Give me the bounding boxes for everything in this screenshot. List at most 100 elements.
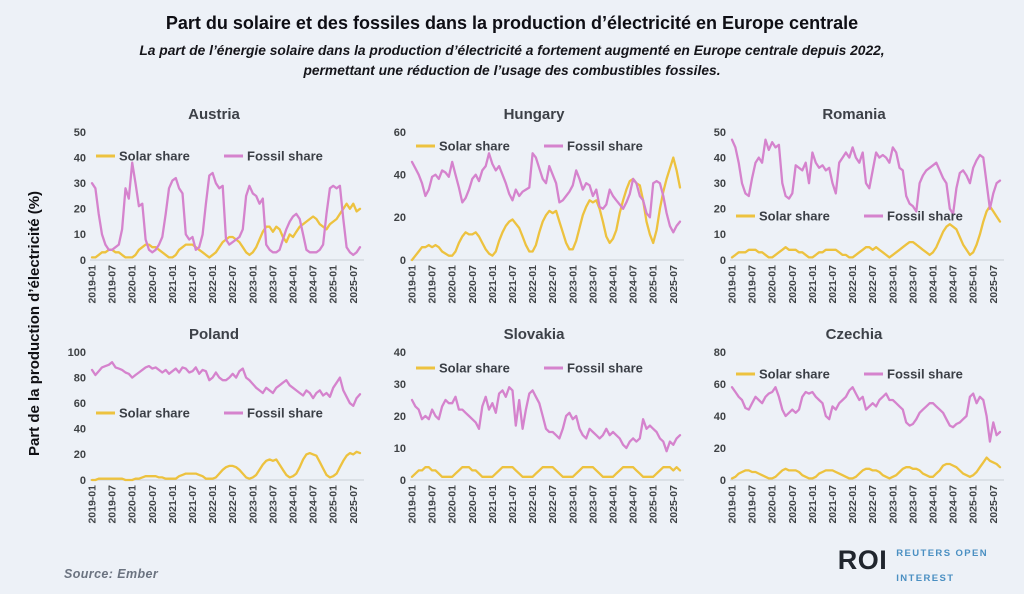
y-axis-ticks: 0 10 20 30 40 50	[714, 127, 726, 267]
x-axis-ticks: 2019-01 2019-07 2020-01 2020-07 2021-01 2021-…	[407, 485, 680, 524]
y-axis-ticks: 0 10 20 30 40 50	[74, 127, 86, 267]
svg-text:20: 20	[394, 411, 406, 423]
svg-text:2022-01: 2022-01	[527, 485, 539, 524]
svg-text:2025-07: 2025-07	[348, 485, 360, 524]
svg-text:10: 10	[74, 229, 86, 241]
svg-text:2022-01: 2022-01	[847, 485, 859, 524]
svg-text:2023-07: 2023-07	[587, 265, 599, 304]
x-axis-ticks: 2019-01 2019-07 2020-01 2020-07 2021-01 2021-…	[407, 265, 680, 304]
legend-label-fossil: Fossil share	[247, 406, 323, 421]
chart-title: Hungary	[503, 106, 565, 123]
series-fossil-line	[730, 138, 1002, 216]
series-fossil-line	[90, 161, 362, 257]
svg-text:2020-07: 2020-07	[787, 485, 799, 524]
svg-text:2022-01: 2022-01	[207, 265, 219, 304]
svg-text:2024-01: 2024-01	[288, 485, 300, 524]
svg-text:0: 0	[400, 475, 406, 487]
svg-text:40: 40	[74, 424, 86, 436]
x-axis-ticks: 2019-01 2019-07 2020-01 2020-07 2021-01 2021-…	[87, 485, 360, 524]
svg-text:20: 20	[74, 204, 86, 216]
svg-text:2020-07: 2020-07	[147, 265, 159, 304]
svg-text:2023-07: 2023-07	[907, 265, 919, 304]
svg-text:10: 10	[394, 443, 406, 455]
series-solar-line	[730, 456, 1002, 480]
roi-logo-text: REUTERS OPEN INTEREST	[896, 536, 988, 585]
chart-austria: Austria 0 10 20 30 40 50 2019-01 2019-07 2020-01…	[54, 106, 374, 322]
svg-text:0: 0	[80, 255, 86, 267]
svg-text:2020-07: 2020-07	[467, 485, 479, 524]
x-axis-ticks: 2019-01 2019-07 2020-01 2020-07 2021-01 2021-…	[727, 265, 1000, 304]
legend-label-fossil: Fossil share	[567, 361, 643, 376]
chart-slovakia: Slovakia 0 10 20 30 40 2019-01 2019-07 2020-01 2…	[374, 326, 694, 542]
svg-text:2019-07: 2019-07	[107, 485, 119, 524]
svg-text:2020-01: 2020-01	[447, 265, 459, 304]
svg-text:2023-07: 2023-07	[267, 485, 279, 524]
svg-text:2023-07: 2023-07	[587, 485, 599, 524]
svg-text:2024-07: 2024-07	[948, 485, 960, 524]
svg-text:20: 20	[714, 204, 726, 216]
series-fossil-line	[90, 361, 362, 407]
svg-text:2021-07: 2021-07	[827, 265, 839, 304]
legend-label-fossil: Fossil share	[567, 139, 643, 154]
chart-title: Austria	[188, 106, 240, 123]
x-axis-ticks: 2019-01 2019-07 2020-01 2020-07 2021-01 2021-…	[727, 485, 1000, 524]
svg-text:2020-01: 2020-01	[767, 485, 779, 524]
legend-label-solar: Solar share	[439, 361, 510, 376]
legend-label-fossil: Fossil share	[887, 209, 963, 224]
svg-text:40: 40	[714, 152, 726, 164]
svg-text:2020-01: 2020-01	[767, 265, 779, 304]
svg-text:40: 40	[394, 347, 406, 359]
svg-text:2025-01: 2025-01	[968, 485, 980, 524]
svg-text:2019-01: 2019-01	[87, 265, 99, 304]
svg-text:2025-07: 2025-07	[988, 265, 1000, 304]
legend-label-solar: Solar share	[759, 367, 830, 382]
page-subtitle-line2: permettant une réduction de l’usage des …	[303, 63, 721, 78]
svg-text:100: 100	[68, 347, 86, 359]
y-axis-ticks: 0 20 40 60 80 100	[68, 347, 86, 487]
svg-text:2023-01: 2023-01	[887, 265, 899, 304]
svg-text:2021-07: 2021-07	[187, 265, 199, 304]
chart-legend: Solar share Fossil share	[416, 139, 643, 154]
svg-text:30: 30	[394, 379, 406, 391]
svg-text:2019-07: 2019-07	[107, 265, 119, 304]
y-axis-ticks: 0 20 40 60 80	[714, 347, 726, 487]
svg-text:40: 40	[394, 170, 406, 182]
roi-logo-abbr: ROI	[837, 544, 888, 575]
chart-canvas-slovakia: 0 10 20 30 40 2019-01 2019-07 2020-01 2020-07 202…	[394, 347, 684, 524]
source-note: Source: Ember	[64, 567, 159, 581]
svg-text:20: 20	[74, 449, 86, 461]
chart-title: Czechia	[825, 326, 883, 343]
chart-legend: Solar share Fossil share	[96, 149, 323, 164]
svg-text:50: 50	[74, 127, 86, 139]
roi-logo-line2: INTEREST	[896, 572, 955, 584]
chart-legend: Solar share Fossil share	[96, 406, 323, 421]
chart-czechia: Czechia 0 20 40 60 80 2019-01 2019-07 2020-01 20…	[694, 326, 1014, 542]
svg-text:2022-07: 2022-07	[227, 265, 239, 304]
svg-text:2019-07: 2019-07	[427, 265, 439, 304]
svg-text:10: 10	[714, 229, 726, 241]
svg-text:80: 80	[714, 347, 726, 359]
series-fossil-line	[410, 152, 682, 234]
charts-grid: Austria 0 10 20 30 40 50 2019-01 2019-07 2020-01…	[54, 106, 1014, 542]
svg-text:2023-01: 2023-01	[247, 485, 259, 524]
svg-text:2021-01: 2021-01	[487, 485, 499, 524]
series-solar-line	[410, 466, 682, 478]
svg-text:2023-01: 2023-01	[247, 265, 259, 304]
legend-label-solar: Solar share	[439, 139, 510, 154]
svg-text:2020-01: 2020-01	[127, 265, 139, 304]
svg-text:2022-01: 2022-01	[527, 265, 539, 304]
svg-text:50: 50	[714, 127, 726, 139]
chart-poland: Poland 0 20 40 60 80 100 2019-01 2019-07 2020-01…	[54, 326, 374, 542]
svg-text:2021-01: 2021-01	[807, 265, 819, 304]
chart-title: Slovakia	[503, 326, 565, 343]
svg-text:60: 60	[74, 398, 86, 410]
svg-text:2024-07: 2024-07	[308, 265, 320, 304]
svg-text:30: 30	[74, 178, 86, 190]
svg-text:2025-07: 2025-07	[668, 265, 680, 304]
svg-text:2023-07: 2023-07	[907, 485, 919, 524]
svg-text:2019-07: 2019-07	[427, 485, 439, 524]
svg-text:80: 80	[74, 372, 86, 384]
svg-text:2024-01: 2024-01	[928, 485, 940, 524]
svg-text:2024-07: 2024-07	[308, 485, 320, 524]
